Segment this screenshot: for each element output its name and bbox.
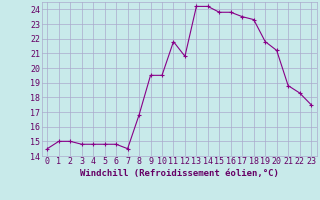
- X-axis label: Windchill (Refroidissement éolien,°C): Windchill (Refroidissement éolien,°C): [80, 169, 279, 178]
